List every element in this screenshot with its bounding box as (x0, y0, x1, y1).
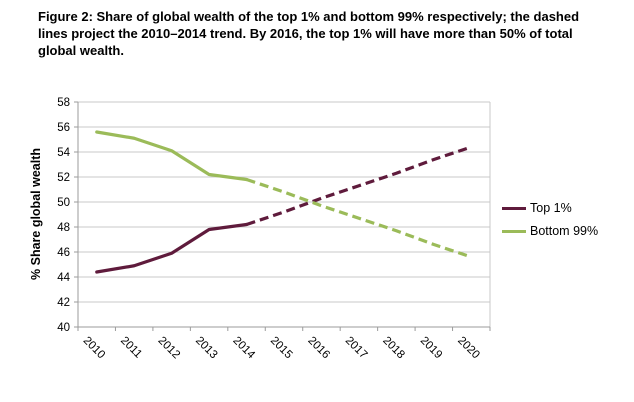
legend-swatch-bottom-99-line (502, 229, 526, 233)
gridlines (78, 101, 491, 327)
x-tick-label: 2017 (343, 335, 370, 362)
y-tick-labels: 58 56 54 52 50 48 46 44 42 40 (57, 97, 70, 334)
figure-caption: Figure 2: Share of global wealth of the … (38, 9, 580, 58)
y-tick-label: 54 (57, 147, 70, 159)
y-tick-label: 58 (57, 97, 70, 109)
x-tick-label: 2018 (380, 335, 407, 362)
x-tick-label: 2013 (193, 335, 220, 362)
y-tick-label: 56 (57, 122, 70, 134)
legend-label-top-1: Top 1% (530, 201, 572, 215)
x-tick-label: 2019 (418, 335, 445, 362)
data-series (95, 130, 472, 274)
legend-item-bottom-99: Bottom 99% (502, 224, 598, 238)
x-tick-label: 2011 (118, 335, 144, 361)
y-tick-label: 48 (57, 222, 70, 234)
top-1-actual-line (95, 222, 249, 274)
y-tick-label: 50 (57, 197, 70, 209)
legend: Top 1% Bottom 99% (502, 201, 598, 238)
y-axis-title: % Share global wealth (29, 148, 43, 280)
x-tick-label: 2020 (455, 335, 482, 362)
legend-swatch-top-1-line (502, 206, 526, 210)
axes (74, 101, 491, 331)
x-tick-label: 2014 (230, 335, 257, 362)
y-tick-label: 44 (57, 272, 70, 284)
x-tick-labels: 2010 2011 2012 2013 2014 2015 2016 2017 2018 2019… (81, 335, 482, 362)
x-tick-label: 2016 (305, 335, 332, 362)
bottom-99-projected-line (246, 177, 472, 259)
bottom-99-actual-line (95, 130, 249, 182)
y-tick-label: 42 (57, 297, 70, 309)
legend-label-bottom-99: Bottom 99% (530, 224, 599, 238)
x-tick-label: 2010 (81, 335, 108, 362)
y-tick-label: 46 (57, 247, 70, 259)
y-tick-label: 40 (57, 322, 70, 334)
top-1-projected-line (246, 145, 472, 227)
x-tick-label: 2012 (156, 335, 183, 362)
legend-item-top-1: Top 1% (502, 201, 598, 215)
x-tick-label: 2015 (268, 335, 295, 362)
y-tick-label: 52 (57, 172, 70, 184)
